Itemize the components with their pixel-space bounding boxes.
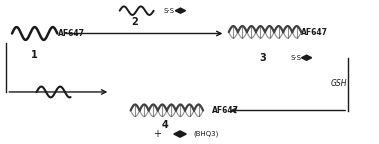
Polygon shape	[175, 8, 186, 13]
Text: 1: 1	[31, 50, 38, 60]
Polygon shape	[301, 55, 312, 60]
Text: (BHQ3): (BHQ3)	[193, 131, 219, 137]
Text: +: +	[153, 129, 161, 139]
Text: S·S: S·S	[164, 8, 175, 14]
Text: AF647: AF647	[301, 28, 328, 37]
Polygon shape	[174, 131, 186, 137]
Text: AF647: AF647	[58, 29, 85, 38]
Text: GSH: GSH	[330, 79, 347, 88]
Text: 2: 2	[132, 17, 138, 27]
Text: AF647: AF647	[212, 106, 239, 115]
Text: S·S: S·S	[291, 55, 302, 61]
Text: 4: 4	[161, 120, 168, 130]
Text: 3: 3	[260, 53, 266, 63]
